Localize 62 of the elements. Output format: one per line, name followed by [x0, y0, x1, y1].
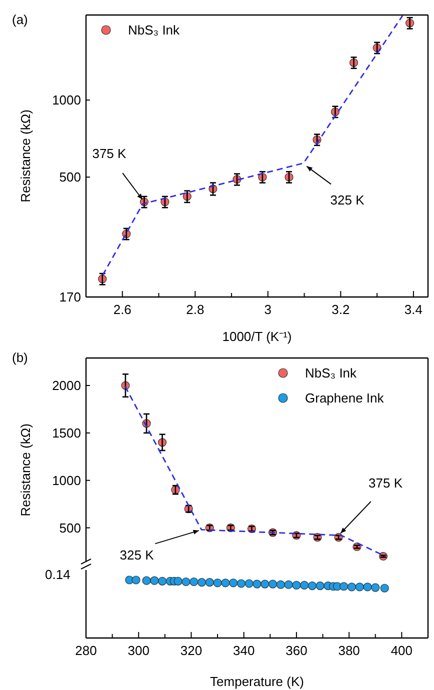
point: [380, 584, 389, 592]
legend-label: NbS₃ Ink: [128, 22, 180, 38]
point: [236, 579, 246, 588]
point: [182, 577, 190, 586]
point: [252, 580, 262, 588]
point: [316, 582, 324, 590]
point: [150, 576, 159, 585]
x-tick-label: 3.2: [332, 302, 350, 317]
point: [268, 580, 278, 588]
point: [221, 578, 230, 588]
x-tick-label: 380: [338, 643, 360, 658]
annotation: 325 K: [120, 548, 154, 563]
point: [347, 582, 356, 592]
point: [205, 578, 214, 587]
x-tick-label: 2.8: [186, 302, 204, 317]
point: [276, 580, 285, 589]
point: [340, 582, 348, 591]
text: (a): [12, 12, 28, 27]
point: [292, 580, 301, 590]
text: 0.14: [45, 567, 70, 582]
x-tick-label: 400: [390, 643, 413, 658]
point: [142, 576, 151, 585]
x-tick-label: 3.4: [404, 302, 422, 317]
x-tick-label: 320: [180, 643, 202, 658]
x-tick-label: 340: [232, 643, 255, 658]
point: [363, 582, 372, 592]
legend-label: NbS₃ Ink: [305, 366, 358, 381]
y-tick-label: 170: [59, 290, 81, 305]
point: [190, 577, 198, 586]
point: [174, 576, 182, 586]
point: [260, 580, 270, 588]
point: [284, 580, 293, 589]
point: [371, 583, 380, 592]
point: [197, 578, 206, 587]
y-tick-label: 1000: [52, 92, 81, 108]
point: [213, 578, 222, 588]
annotation: 375 K: [368, 475, 403, 490]
y-tick-label: 1500: [52, 425, 81, 440]
point: [229, 578, 238, 588]
y-tick-label: 500: [59, 170, 81, 185]
text: (b): [12, 350, 28, 365]
y-tick-label: 2000: [52, 378, 81, 394]
legend-label: Graphene Ink: [305, 390, 384, 406]
x-tick-label: 360: [286, 643, 308, 658]
y-tick-label: 1000: [52, 472, 81, 488]
annotation: 375 K: [92, 146, 127, 161]
x-tick-label: 2.6: [113, 302, 132, 317]
point: [300, 580, 309, 590]
annotation: 325 K: [330, 192, 365, 208]
x-axis-title: Temperature (K): [210, 674, 304, 689]
y-axis-title: Resistance (kΩ): [18, 110, 33, 202]
point: [244, 579, 254, 588]
point: [158, 576, 167, 586]
x-tick-label: 280: [75, 643, 97, 658]
point: [308, 582, 317, 590]
x-tick-label: 300: [128, 643, 150, 658]
point: [355, 582, 364, 592]
x-tick-label: 3: [264, 302, 272, 317]
y-tick-label: 500: [59, 520, 81, 536]
point: [132, 576, 140, 584]
x-axis-title: 1000/T (K⁻¹): [222, 329, 292, 344]
y-axis-title: Resistance (kΩ): [18, 424, 33, 516]
